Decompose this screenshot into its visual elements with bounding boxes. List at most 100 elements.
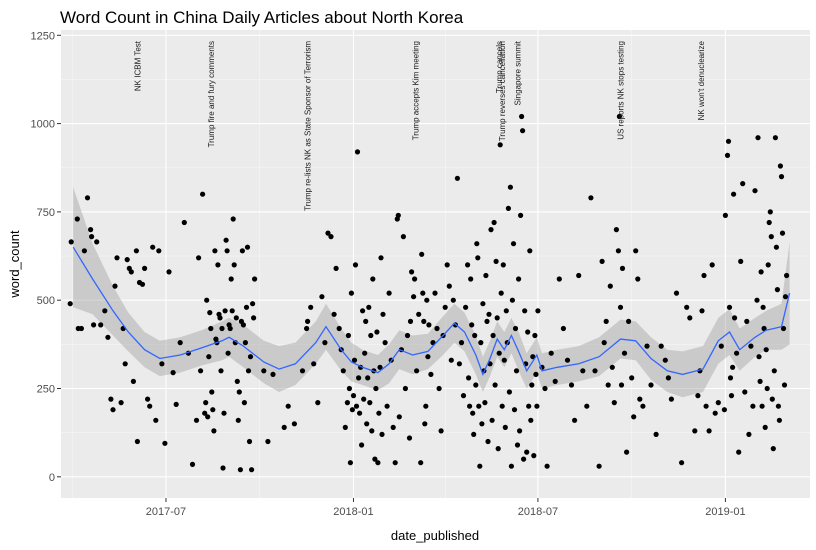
data-point — [769, 396, 775, 402]
data-point — [497, 142, 503, 148]
data-point — [270, 371, 276, 377]
data-point — [418, 460, 424, 466]
data-point — [709, 262, 715, 268]
data-point — [633, 248, 639, 254]
data-point — [544, 463, 550, 469]
data-point — [91, 322, 97, 328]
data-point — [368, 332, 374, 339]
data-point — [350, 393, 357, 399]
data-point — [207, 310, 213, 316]
data-point — [81, 248, 87, 254]
y-tick-label: 750 — [37, 207, 55, 219]
annotation-label: Trump reverses cancellation — [498, 41, 507, 141]
data-point — [78, 325, 84, 332]
data-point — [118, 400, 124, 406]
data-point — [496, 350, 502, 356]
data-point — [122, 361, 128, 367]
data-point — [764, 385, 770, 392]
data-point — [363, 318, 369, 324]
data-point — [244, 244, 251, 250]
event-annotations: NK ICBM Test Trump fire and fury comments… — [133, 40, 706, 211]
data-point — [532, 332, 538, 339]
y-tick-label: 500 — [37, 295, 55, 307]
x-tick-label: 2018-07 — [518, 506, 558, 518]
data-point — [166, 269, 172, 275]
data-point — [308, 304, 314, 310]
data-point — [84, 195, 91, 201]
data-point — [423, 403, 429, 409]
data-point — [74, 216, 80, 222]
data-point — [311, 361, 317, 367]
data-point — [512, 325, 519, 332]
data-point — [668, 396, 675, 402]
data-point — [588, 195, 594, 201]
data-point — [530, 354, 536, 360]
data-point — [755, 135, 761, 141]
data-point — [231, 262, 237, 268]
data-point — [438, 428, 444, 434]
data-point — [766, 219, 772, 226]
x-tick-label: 2019-01 — [705, 506, 745, 518]
y-tick-label: 250 — [37, 384, 55, 396]
data-point — [224, 248, 230, 254]
data-point — [281, 424, 287, 430]
data-point — [485, 438, 491, 445]
data-point — [370, 276, 376, 282]
data-point — [420, 290, 426, 296]
data-point — [495, 446, 501, 452]
data-point — [744, 318, 750, 324]
data-point — [533, 371, 539, 377]
data-point — [243, 304, 250, 310]
data-point — [400, 234, 406, 240]
data-point — [261, 368, 267, 374]
data-point — [524, 449, 530, 455]
data-point — [375, 460, 381, 466]
data-point — [193, 417, 200, 423]
data-point — [648, 382, 654, 388]
data-point — [757, 378, 763, 384]
data-point — [200, 191, 206, 197]
data-point — [67, 301, 73, 307]
data-point — [509, 297, 515, 303]
data-point — [722, 212, 729, 218]
data-point — [617, 304, 624, 310]
data-point — [779, 230, 786, 236]
data-point — [542, 385, 548, 392]
data-point — [494, 315, 500, 321]
data-point — [212, 248, 218, 254]
data-point — [456, 361, 462, 367]
data-point — [246, 438, 253, 445]
data-point — [336, 325, 342, 332]
y-axis-title: word_count — [7, 230, 22, 299]
data-point — [469, 322, 475, 328]
data-point — [480, 301, 486, 307]
data-point — [240, 322, 246, 328]
data-point — [482, 400, 488, 406]
data-point — [373, 385, 379, 392]
data-point — [315, 400, 321, 406]
data-point — [768, 234, 774, 240]
x-axis-title: date_published — [391, 528, 479, 543]
x-tick-label: 2018-01 — [333, 506, 373, 518]
data-point — [499, 403, 505, 409]
data-point — [475, 255, 481, 261]
data-point — [227, 325, 233, 332]
data-point — [756, 354, 762, 360]
data-point — [619, 265, 626, 271]
data-point — [560, 325, 567, 332]
data-point — [345, 332, 351, 339]
data-point — [361, 396, 367, 402]
data-point — [526, 403, 532, 409]
data-point — [715, 400, 721, 406]
data-point — [483, 272, 489, 279]
data-point — [225, 350, 231, 356]
data-point — [102, 308, 108, 314]
data-point — [378, 255, 384, 261]
data-point — [474, 241, 480, 247]
data-point — [94, 239, 100, 245]
data-point — [736, 449, 742, 455]
data-point — [134, 438, 140, 445]
data-point — [205, 414, 211, 420]
data-point — [699, 308, 705, 314]
